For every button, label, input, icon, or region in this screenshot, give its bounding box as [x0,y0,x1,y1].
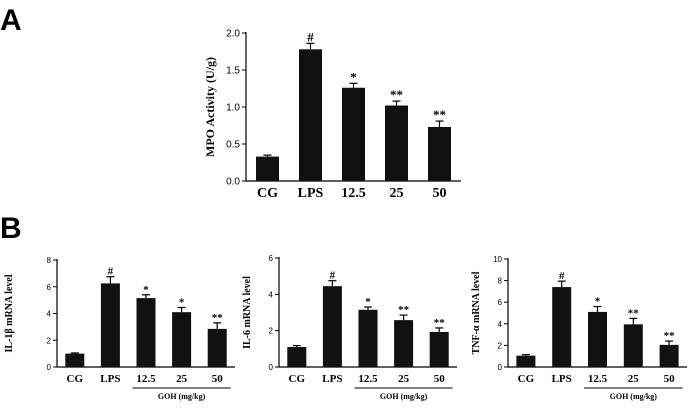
category-label: 25 [398,373,410,385]
significance-mark: ** [434,317,446,329]
y-axis-label: IL-6 mRNA level [242,276,253,349]
chart-il1b: 0 2 4 6 8 IL-1β mRNA level CG # LPS * 12.5 * 25 ** 50 G… [4,256,235,401]
category-label: 25 [390,186,404,201]
category-label: CG [67,373,84,385]
y-tick-label: 6 [47,283,52,292]
y-tick-label: 0 [47,363,52,372]
y-tick-label: 6 [498,298,503,307]
y-axis-label: MPO Activity (U/g) [203,57,217,157]
significance-mark: * [595,296,601,308]
category-label: 50 [434,373,446,385]
significance-mark: # [559,270,565,282]
bar-CG [65,353,85,367]
y-tick-label: 10 [493,255,502,264]
category-label: 50 [212,373,224,385]
category-label: 12.5 [358,373,378,385]
significance-mark: * [143,284,149,296]
charts: 0.0 0.5 1.0 1.5 2.0 MPO Activity (U/g) CG # LPS *… [4,29,687,401]
y-tick-label: 4 [47,310,52,319]
chart-tnfa: 0 2 4 6 8 10 TNF-α mRNA level CG # LPS * 12.5 ** 25 **… [471,255,687,401]
bar-50 [429,331,449,367]
category-label: CG [518,373,535,385]
y-tick-label: 2 [269,327,274,336]
category-label: 50 [433,186,447,201]
y-tick-label: 1.0 [226,103,240,114]
significance-mark: # [330,270,336,282]
y-tick-label: 2.0 [226,29,240,40]
panel-label-a: A [0,4,22,37]
bar-CG [256,156,279,181]
y-tick-label: 6 [269,254,274,263]
bar-25 [172,312,192,367]
significance-mark: ** [628,307,640,319]
significance-mark: # [307,29,314,44]
bar-50 [428,126,451,181]
y-axis-label: IL-1β mRNA level [4,274,15,352]
bar-12.5 [358,309,378,367]
bar-12.5 [342,87,365,181]
y-axis-label: TNF-α mRNA level [471,271,482,354]
bar-12.5 [588,311,607,367]
category-label: LPS [298,186,324,201]
category-label: LPS [100,373,120,385]
bar-25 [385,105,408,181]
category-label: 12.5 [136,373,156,385]
category-label: LPS [322,373,342,385]
y-tick-label: 2 [47,336,52,345]
bar-12.5 [136,298,156,367]
panel-label-b: B [0,212,22,245]
bar-25 [394,320,414,367]
y-tick-label: 0 [269,363,274,372]
significance-mark: # [108,266,114,278]
category-label: 50 [664,373,676,385]
significance-mark: ** [390,87,403,102]
y-tick-label: 0.5 [226,140,240,151]
y-tick-label: 8 [47,256,52,265]
significance-mark: ** [433,107,446,122]
group-label: GOH (mg/kg) [158,392,206,401]
bar-LPS [322,286,342,367]
significance-mark: ** [398,304,410,316]
significance-mark: * [179,296,185,308]
y-tick-label: 4 [269,290,274,299]
bar-25 [623,324,643,367]
bar-50 [659,344,679,367]
category-label: 25 [176,373,188,385]
significance-mark: * [365,296,371,308]
y-tick-label: 0 [498,363,503,372]
bar-LPS [552,287,572,367]
group-label: GOH (mg/kg) [610,392,658,401]
group-label: GOH (mg/kg) [380,392,428,401]
y-tick-label: 1.5 [226,66,240,77]
significance-mark: ** [212,312,224,324]
category-label: 12.5 [341,186,366,201]
chart-il6: 0 2 4 6 IL-6 mRNA level CG # LPS * 12.5 ** 25 ** 50 GO… [242,254,457,401]
bar-CG [516,355,536,367]
y-tick-label: 2 [498,341,503,350]
significance-mark: * [350,69,357,84]
chart-mpo: 0.0 0.5 1.0 1.5 2.0 MPO Activity (U/g) CG # LPS *… [203,29,461,201]
significance-mark: ** [664,330,676,342]
category-label: LPS [552,373,572,385]
category-label: 12.5 [588,373,608,385]
category-label: CG [289,373,306,385]
y-tick-label: 0.0 [226,177,240,188]
category-label: CG [257,186,278,201]
category-label: 25 [628,373,640,385]
bar-LPS [100,283,120,367]
bar-50 [207,328,227,367]
y-tick-label: 4 [498,320,503,329]
bar-CG [287,347,307,367]
y-tick-label: 8 [498,277,503,286]
bar-LPS [299,49,322,181]
